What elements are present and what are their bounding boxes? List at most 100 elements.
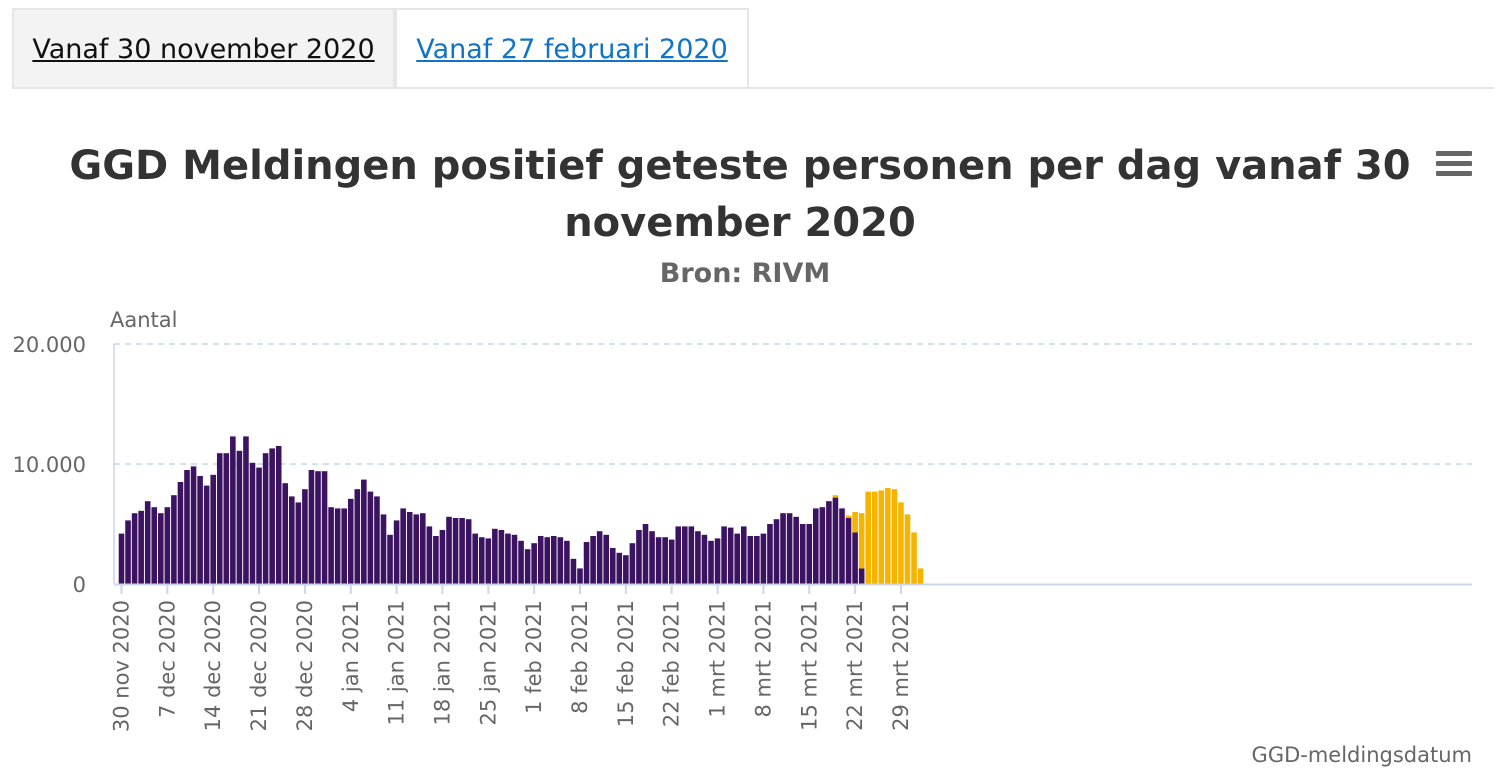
bar-complete — [852, 532, 858, 584]
bar-complete — [819, 507, 826, 584]
bar-complete — [786, 513, 793, 584]
y-tick-label: 0 — [73, 573, 86, 597]
bar-complete — [623, 555, 629, 584]
bar-complete — [590, 536, 596, 584]
x-tick-label: 14 dec 2020 — [201, 600, 225, 731]
bar-complete — [197, 476, 203, 584]
tab-vanaf-30-november-2020[interactable]: Vanaf 30 november 2020 — [12, 8, 395, 88]
bar-incomplete — [852, 512, 858, 533]
bar-complete — [308, 470, 315, 584]
bar-complete — [334, 508, 341, 584]
bar-complete — [256, 467, 262, 584]
bar-complete — [551, 536, 557, 584]
bar-complete — [609, 548, 616, 584]
bar-complete — [249, 462, 256, 584]
bar-complete — [177, 482, 184, 584]
bar-complete — [537, 536, 544, 584]
bar-complete — [780, 513, 786, 584]
bar-complete — [426, 526, 433, 584]
tab-bar-divider — [12, 87, 1494, 89]
bar-incomplete — [904, 514, 911, 584]
bar-complete — [380, 514, 387, 584]
x-tick-label: 22 feb 2021 — [660, 600, 684, 727]
bar-complete — [164, 507, 171, 584]
bar-incomplete — [865, 491, 871, 584]
bar-complete — [727, 527, 734, 584]
bar-complete — [682, 526, 688, 584]
bar-incomplete — [917, 568, 924, 584]
bar-complete — [701, 534, 708, 584]
bar-complete — [151, 507, 158, 584]
bar-complete — [531, 543, 537, 584]
bar-complete — [269, 448, 275, 584]
tab-vanaf-27-februari-2020[interactable]: Vanaf 27 februari 2020 — [395, 8, 749, 88]
bar-complete — [439, 530, 446, 584]
bar-complete — [210, 474, 216, 584]
bar-incomplete — [845, 515, 852, 518]
x-tick-label: 22 mrt 2021 — [843, 600, 867, 731]
bar-complete — [813, 508, 819, 584]
bar-complete — [806, 524, 813, 584]
bar-incomplete — [911, 532, 917, 584]
bar-complete — [387, 534, 393, 584]
bar-complete — [138, 510, 144, 584]
bar-complete — [570, 558, 577, 584]
x-tick-label: 25 jan 2021 — [476, 600, 500, 726]
bar-complete — [223, 453, 230, 584]
x-tick-label: 30 nov 2020 — [110, 600, 134, 732]
bar-complete — [505, 533, 511, 584]
bar-complete — [577, 568, 583, 584]
bar-complete — [236, 450, 243, 584]
hamburger-menu-icon[interactable] — [1436, 148, 1472, 178]
bar-complete — [839, 508, 845, 584]
bar-incomplete — [878, 490, 885, 584]
bar-complete — [321, 471, 328, 584]
bar-complete — [295, 502, 302, 584]
bar-complete — [655, 537, 662, 584]
chart-title: GGD Meldingen positief geteste personen … — [69, 143, 1411, 246]
y-tick-label: 10.000 — [13, 453, 86, 477]
bar-complete — [675, 526, 682, 584]
bar-complete — [420, 513, 426, 584]
bar-complete — [832, 497, 839, 584]
x-tick-label: 18 jan 2021 — [430, 600, 454, 726]
bar-complete — [583, 542, 590, 584]
bar-complete — [708, 540, 714, 584]
y-tick-label: 20.000 — [13, 333, 86, 357]
bar-complete — [858, 568, 865, 584]
bar-complete — [171, 495, 177, 584]
bar-complete — [465, 519, 472, 584]
bar-complete — [315, 471, 321, 584]
bar-complete — [845, 518, 852, 584]
bar-complete — [695, 531, 701, 584]
bar-incomplete — [891, 489, 898, 584]
x-axis-title: GGD-meldingsdatum — [1252, 743, 1472, 767]
bar-complete — [328, 507, 334, 584]
tab-bar: Vanaf 30 november 2020 Vanaf 27 februari… — [0, 0, 1498, 90]
x-tick-label: 1 mrt 2021 — [706, 600, 730, 717]
bar-complete — [400, 508, 406, 584]
bar-complete — [406, 512, 413, 584]
bar-complete — [262, 453, 269, 584]
bar-complete — [603, 534, 609, 584]
bar-incomplete — [832, 495, 839, 498]
x-tick-label: 8 mrt 2021 — [751, 600, 775, 717]
bar-complete — [203, 485, 210, 584]
bar-complete — [374, 496, 380, 584]
bar-complete — [557, 537, 564, 584]
bar-complete — [393, 520, 400, 584]
bar-incomplete — [871, 491, 878, 584]
x-tick-label: 15 feb 2021 — [614, 600, 638, 727]
bar-complete — [485, 538, 492, 584]
bar-complete — [760, 533, 767, 584]
bar-complete — [721, 526, 727, 584]
bar-complete — [668, 539, 675, 584]
x-tick-label: 11 jan 2021 — [385, 600, 409, 726]
bar-complete — [636, 530, 642, 584]
bar-complete — [125, 520, 131, 584]
x-tick-label: 1 feb 2021 — [522, 600, 546, 714]
bar-complete — [564, 540, 570, 584]
bar-complete — [302, 489, 308, 584]
bar-incomplete — [898, 502, 904, 584]
